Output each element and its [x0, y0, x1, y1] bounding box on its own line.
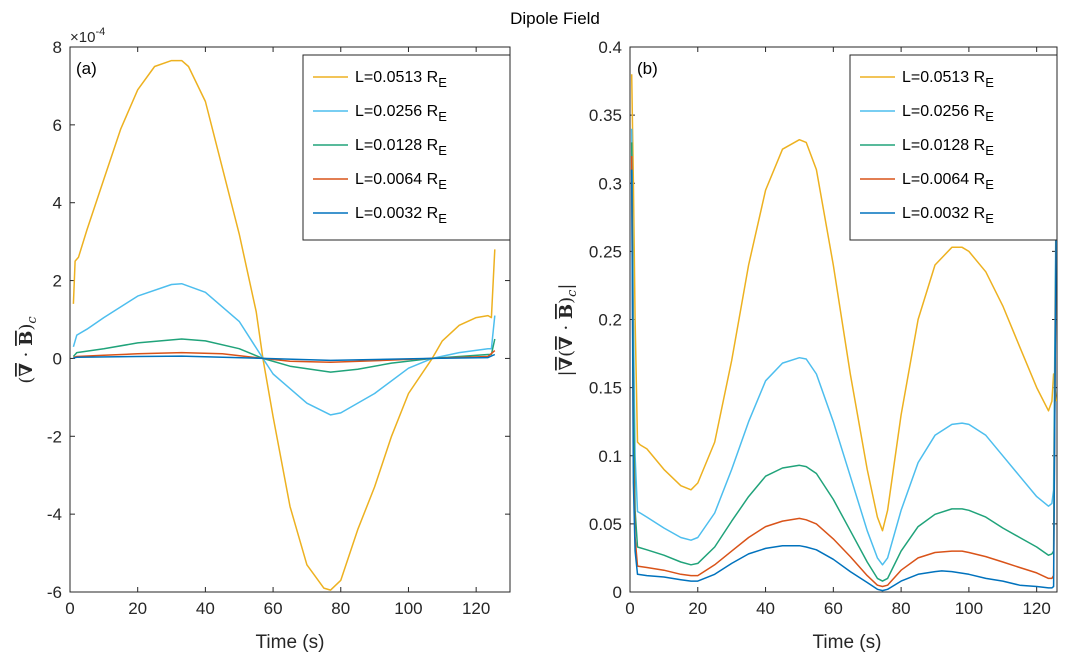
- panel-a-series-line-5: [73, 353, 496, 362]
- panel-b-legend-entry-2: L=0.0256 RE: [902, 103, 994, 124]
- panel-b-plot-area: 0 20 40 60 80 100 120 0 0.05 0.1 0.15 0.2 0.25 0.3 0.3…: [589, 38, 1058, 618]
- panel-b-y-tick-label: 0.1: [598, 447, 622, 466]
- panel-b-legend-box: [849, 54, 1058, 241]
- panel-a-series-line-3: [72, 338, 496, 373]
- panel-b-label: (b): [637, 59, 658, 78]
- panel-a-axes-box: [69, 46, 511, 593]
- panel-a-x-tick-label: 60: [264, 599, 283, 618]
- panel-b-y-tick-label: 0: [613, 583, 622, 602]
- panel-b-x-tick-label: 60: [824, 599, 843, 618]
- panel-b-x-tick-label: 120: [1022, 599, 1050, 618]
- panel-b-x-tick-label: 40: [756, 599, 775, 618]
- panel-b-legend-entry-5: L=0.0032 RE: [902, 205, 994, 226]
- panel-b-y-axis-label: |∇(∇ · B)c|: [556, 283, 580, 376]
- panel-a-x-tick-label: 0: [65, 599, 74, 618]
- panel-a-x-tick-label: 100: [394, 599, 422, 618]
- panel-a-legend-box: [302, 54, 511, 241]
- panel-a-y-tick-label: -6: [47, 583, 62, 602]
- panel-a-y-tick-label: 0: [53, 349, 62, 368]
- panel-a-y-tick-label: 4: [53, 194, 62, 213]
- panel-b-y-tick-label: 0.4: [598, 38, 622, 57]
- panel-a-x-tick-label: 20: [128, 599, 147, 618]
- panel-b-y-tick-label: 0.05: [589, 515, 622, 534]
- panel-a-y-tick-label: -4: [47, 505, 62, 524]
- panel-b-legend-entry-4: L=0.0064 RE: [902, 171, 994, 192]
- panel-a-legend-entry-3: L=0.0128 RE: [355, 137, 447, 158]
- panel-a-x-axis-label: Time (s): [256, 632, 325, 653]
- panel-b-x-axis-label: Time (s): [813, 632, 882, 653]
- panel-b-series-line-1: [630, 74, 1058, 532]
- panel-b: 0 20 40 60 80 100 120 0 0.05 0.1 0.15 0.2 0.25 0.3 0.3…: [556, 38, 1058, 653]
- panel-a-y-tick-label: 6: [53, 116, 62, 135]
- panel-a-series-line-2: [72, 282, 496, 416]
- panel-b-y-tick-label: 0.3: [598, 174, 622, 193]
- panel-a-legend-entry-1: L=0.0513 RE: [355, 69, 447, 90]
- panel-b-legend-entry-1: L=0.0513 RE: [902, 69, 994, 90]
- figure-title: Dipole Field: [510, 9, 600, 28]
- panel-b-series-line-3: [630, 142, 1058, 582]
- panel-a-label: (a): [76, 59, 97, 78]
- panel-b-x-tick-label: 80: [892, 599, 911, 618]
- panel-a-y-tick-label: 8: [53, 38, 62, 57]
- panel-a-y-axis-label: (∇ · B)c: [16, 316, 40, 384]
- panel-b-legend-entry-3: L=0.0128 RE: [902, 137, 994, 158]
- panel-a-series-line-1: [72, 59, 496, 591]
- panel-b-y-tick-label: 0.35: [589, 106, 622, 125]
- panel-a-x-tick-label: 120: [462, 599, 490, 618]
- panel-a-plot-area: 0 20 40 60 80 100 120 -6 -4 -2 0 2 4 6 8 L=0.0513 RE L=0…: [47, 38, 511, 618]
- panel-a-y-exponent: ×10-4: [70, 26, 105, 46]
- panel-a-y-tick-label: -2: [47, 427, 62, 446]
- panel-a-x-tick-label: 40: [196, 599, 215, 618]
- panel-b-series-line-2: [630, 128, 1058, 566]
- panel-a: 0 20 40 60 80 100 120 -6 -4 -2 0 2 4 6 8 L=0.0513 RE L=0…: [16, 26, 511, 653]
- panel-b-x-tick-label: 0: [625, 599, 634, 618]
- panel-b-y-tick-label: 0.15: [589, 379, 622, 398]
- panel-a-x-tick-label: 80: [331, 599, 350, 618]
- panel-b-series-line-4: [630, 155, 1058, 588]
- panel-b-y-tick-label: 0.2: [598, 311, 622, 330]
- panel-b-x-tick-label: 20: [688, 599, 707, 618]
- panel-a-legend-entry-5: L=0.0032 RE: [355, 205, 447, 226]
- panel-b-x-tick-label: 100: [955, 599, 983, 618]
- panel-b-series-line-5: [630, 169, 1058, 592]
- panel-a-legend-entry-4: L=0.0064 RE: [355, 171, 447, 192]
- panel-a-y-tick-label: 2: [53, 272, 62, 291]
- panel-b-y-tick-label: 0.25: [589, 242, 622, 261]
- panel-a-legend-entry-2: L=0.0256 RE: [355, 103, 447, 124]
